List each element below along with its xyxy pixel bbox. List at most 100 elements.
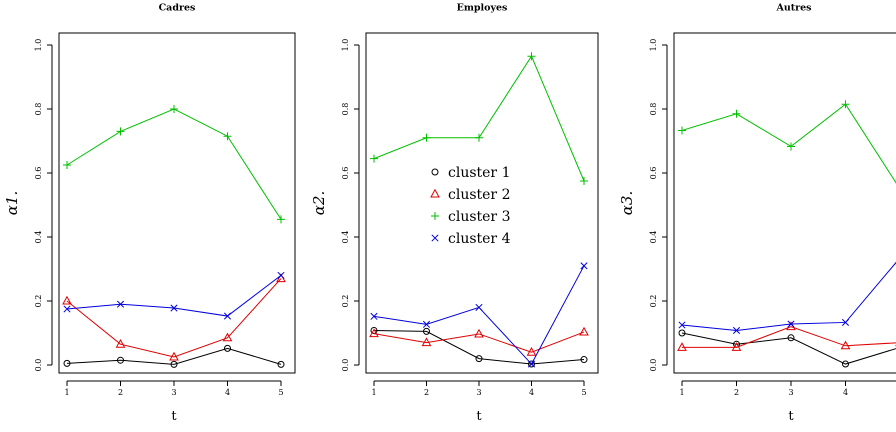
y-tick-label: 0.4 xyxy=(341,231,350,244)
data-point xyxy=(369,328,379,338)
y-tick-label: 0.6 xyxy=(34,167,43,180)
series-1 xyxy=(370,326,588,368)
y-tick-label: 0.4 xyxy=(649,231,658,244)
legend: cluster 1 cluster 2 cluster 3 cluster 4 xyxy=(430,165,511,247)
legend-marker xyxy=(431,168,439,176)
y-tick-label: 0.8 xyxy=(341,103,350,116)
data-point xyxy=(63,305,71,313)
panel-2: Employes 0.0 0.2 0.4 0.6 0.8 1.0 1 2 3 4 5 t α2. xyxy=(310,3,599,424)
legend-label: cluster 1 xyxy=(448,165,510,181)
data-point xyxy=(580,177,588,185)
data-point xyxy=(732,109,741,118)
series-2 xyxy=(62,273,286,361)
series-line xyxy=(681,332,896,365)
series-line xyxy=(373,265,585,365)
x-tick-label: 2 xyxy=(118,388,123,397)
x-tick-label: 2 xyxy=(734,388,739,397)
x-tick-label: 5 xyxy=(278,388,283,397)
y-tick-label: 0.2 xyxy=(341,295,350,308)
y-tick-label: 1.0 xyxy=(649,39,658,52)
panel-1: Cadres 0.0 0.2 0.4 0.6 0.8 1.0 1 2 3 4 5 t α1. xyxy=(3,3,296,424)
panel-title: Employes xyxy=(457,3,508,14)
legend-marker xyxy=(431,212,439,220)
data-point xyxy=(116,300,125,308)
data-point xyxy=(475,133,483,142)
data-point xyxy=(580,262,588,270)
plot-frame xyxy=(58,32,296,374)
series-line xyxy=(373,329,585,365)
data-point xyxy=(475,355,483,363)
data-point xyxy=(62,295,72,305)
x-tick-label: 1 xyxy=(64,388,69,397)
series-line xyxy=(373,55,585,182)
data-point xyxy=(115,338,126,348)
data-point xyxy=(677,342,687,351)
data-point xyxy=(528,360,535,368)
data-point xyxy=(277,360,285,368)
data-point xyxy=(370,326,378,334)
y-tick-label: 0.0 xyxy=(649,359,658,372)
x-axis-label: t xyxy=(788,409,794,424)
series-line xyxy=(66,347,282,365)
x-axis-label: t xyxy=(171,409,177,424)
legend-label: cluster 2 xyxy=(448,187,510,203)
y-tick-label: 0.6 xyxy=(649,167,658,180)
y-tick-label: 1.0 xyxy=(34,39,43,52)
x-tick-label: 3 xyxy=(476,388,481,397)
data-point xyxy=(422,133,431,142)
legend-marker xyxy=(431,234,439,242)
data-point xyxy=(370,154,378,163)
data-point xyxy=(787,320,795,328)
series-line xyxy=(66,278,282,358)
data-point xyxy=(116,127,125,136)
data-point xyxy=(678,329,686,337)
data-point xyxy=(423,327,430,335)
series-line xyxy=(66,108,282,220)
series-1 xyxy=(678,329,896,368)
series-line xyxy=(66,275,282,317)
y-axis-label: α1. xyxy=(3,191,21,215)
data-point xyxy=(842,360,849,368)
y-tick-label: 0.8 xyxy=(649,103,658,116)
legend-item: cluster 2 xyxy=(430,187,510,203)
legend-marker xyxy=(430,188,440,198)
series-line xyxy=(682,326,896,348)
data-point xyxy=(169,351,179,361)
x-tick-label: 4 xyxy=(529,388,534,397)
data-point xyxy=(787,334,795,342)
legend-item: cluster 1 xyxy=(431,165,510,181)
y-tick-label: 0.2 xyxy=(649,295,658,308)
y-tick-label: 0.8 xyxy=(34,103,43,116)
series-4 xyxy=(678,261,896,334)
data-point xyxy=(579,326,589,336)
data-point xyxy=(63,161,71,169)
y-tick-label: 0.0 xyxy=(341,359,350,372)
plot-frame xyxy=(365,32,599,374)
y-tick-label: 0.0 xyxy=(34,359,43,372)
y-axis-label: α3. xyxy=(618,191,636,215)
data-point xyxy=(170,360,178,368)
data-point xyxy=(678,321,686,329)
data-point xyxy=(527,360,536,368)
x-tick-label: 1 xyxy=(679,388,684,397)
data-point xyxy=(421,337,432,347)
data-point xyxy=(170,304,178,312)
y-axis-label: α2. xyxy=(310,191,328,215)
data-point xyxy=(841,318,850,326)
data-point xyxy=(370,312,378,320)
series-3 xyxy=(370,52,588,185)
data-point xyxy=(841,100,850,109)
series-line xyxy=(373,331,585,353)
data-point xyxy=(678,126,686,135)
data-point xyxy=(732,326,741,334)
x-tick-label: 5 xyxy=(581,388,586,397)
x-tick-label: 1 xyxy=(371,388,376,397)
data-point xyxy=(840,340,851,350)
series-1 xyxy=(63,344,285,368)
series-4 xyxy=(370,262,588,368)
series-4 xyxy=(63,271,285,320)
series-line xyxy=(681,261,896,331)
data-point xyxy=(170,105,178,113)
